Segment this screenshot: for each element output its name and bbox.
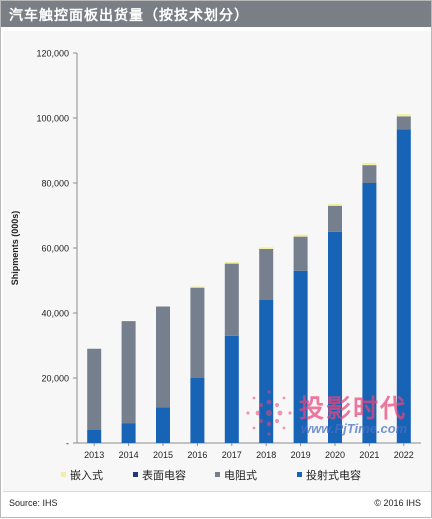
bar-segment <box>293 236 308 271</box>
bar-segment <box>87 430 102 443</box>
bar-segment <box>224 335 239 443</box>
bar-segment <box>121 321 136 424</box>
x-tick-label: 2020 <box>325 450 345 460</box>
legend-label: 电阻式 <box>224 469 257 482</box>
legend-label: 表面电容 <box>142 468 186 482</box>
bar-segment <box>224 263 239 336</box>
bar-segment <box>362 165 377 183</box>
bar-segment <box>259 300 274 443</box>
x-tick-label: 2018 <box>256 450 276 460</box>
bar-segment <box>362 183 377 443</box>
legend-swatch <box>61 472 66 477</box>
x-tick-label: 2019 <box>291 450 311 460</box>
bar-segment <box>396 116 411 130</box>
legend-label: 投射式电容 <box>306 468 361 482</box>
chart-title: 汽车触控面板出货量（按技术划分） <box>9 8 249 24</box>
plot-area <box>3 31 431 492</box>
legend-label: 嵌入式 <box>70 469 103 482</box>
bar-segment <box>190 286 205 288</box>
bar-segment <box>121 423 136 443</box>
watermark: 投影时代 www.PjTime.com <box>243 385 432 445</box>
bar-segment <box>293 234 308 237</box>
bar-segment <box>190 378 205 443</box>
x-tick-label: 2017 <box>222 450 242 460</box>
y-tick-label: 80,000 <box>41 179 69 189</box>
legend-swatch <box>215 472 220 477</box>
bar-segment <box>259 247 274 249</box>
y-tick-label: - <box>66 439 69 449</box>
x-tick-label: 2021 <box>359 450 379 460</box>
bar-segment <box>156 306 170 408</box>
y-tick-label: 40,000 <box>41 309 69 319</box>
bar-segment <box>156 407 170 443</box>
source-note: Source: IHS <box>9 498 58 508</box>
bar-segment <box>190 287 205 378</box>
x-tick-label: 2022 <box>394 450 414 460</box>
legend-swatch <box>133 472 138 477</box>
y-tick-label: 120,000 <box>36 49 69 59</box>
bar-segment <box>328 231 342 443</box>
watermark-url: www.PjTime.com <box>301 421 408 436</box>
watermark-logo-icon <box>246 390 292 436</box>
y-tick-label: 60,000 <box>41 244 69 254</box>
legend-swatch <box>297 472 302 477</box>
bar-segment <box>396 114 411 117</box>
bar-segment <box>87 348 102 430</box>
bar-segment <box>328 203 342 206</box>
bar-segment <box>362 162 377 166</box>
y-axis-label: Shipments (000s) <box>10 211 20 286</box>
x-tick-label: 2013 <box>84 450 104 460</box>
watermark-text: 投影时代 <box>299 394 408 423</box>
x-tick-label: 2014 <box>119 450 139 460</box>
bar-segment <box>259 248 274 300</box>
bar-segment <box>293 270 308 443</box>
y-tick-label: 100,000 <box>36 114 69 124</box>
x-tick-label: 2015 <box>153 450 173 460</box>
bar-segment <box>224 261 239 264</box>
bar-segment <box>396 129 411 443</box>
x-tick-label: 2016 <box>187 450 207 460</box>
y-tick-label: 20,000 <box>41 374 69 384</box>
bar-segment <box>328 205 342 232</box>
copyright-note: © 2016 IHS <box>374 498 421 508</box>
chart-header-bar: 汽车触控面板出货量（按技术划分） <box>1 1 431 27</box>
